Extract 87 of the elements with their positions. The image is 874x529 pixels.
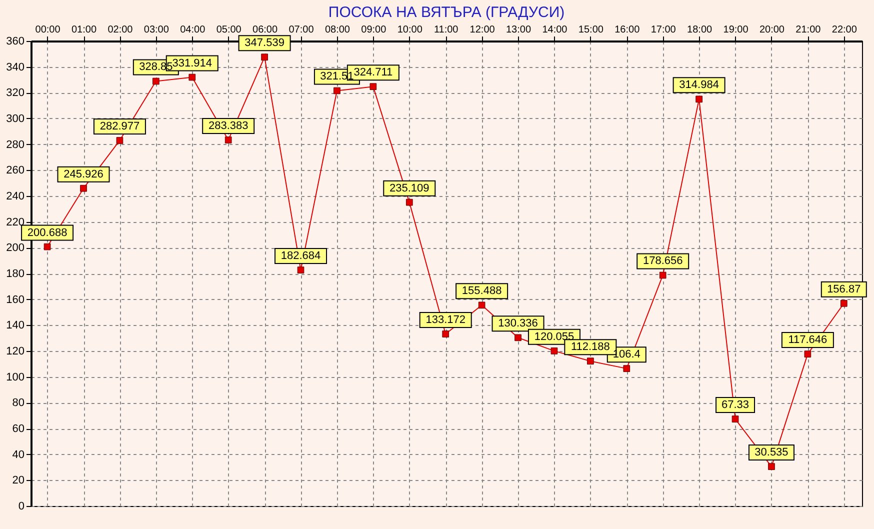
point: [44, 243, 51, 250]
data-label: 30.535: [754, 446, 788, 459]
x-tick-label: 14:00: [542, 24, 568, 36]
point: [297, 266, 304, 274]
x-tick-label: 16:00: [614, 24, 640, 36]
y-tick-label: 60: [12, 423, 24, 435]
data-label: 283.383: [208, 120, 248, 132]
point: [478, 302, 486, 309]
x-tick-label: 20:00: [759, 24, 785, 36]
data-label: 182.684: [280, 250, 321, 262]
data-label: 178.656: [642, 255, 683, 268]
point: [334, 87, 340, 94]
y-tick-label: 300: [6, 113, 24, 125]
x-tick-label: 09:00: [361, 24, 387, 36]
y-tick-label: 180: [6, 268, 24, 280]
point: [80, 184, 87, 192]
x-tick-label: 00:00: [35, 24, 61, 36]
x-tick-label: 13:00: [506, 24, 532, 36]
point: [587, 358, 594, 365]
point: [659, 272, 666, 279]
point: [696, 96, 702, 103]
y-tick-label: 140: [6, 320, 24, 332]
point: [188, 74, 196, 81]
point: [623, 365, 630, 372]
data-label: 130.336: [498, 318, 538, 330]
y-tick-label: 280: [6, 138, 24, 151]
point: [840, 300, 848, 307]
y-tick-label: 40: [12, 448, 24, 461]
data-label: 112.188: [570, 341, 610, 354]
data-label: 331.914: [172, 57, 212, 70]
y-tick-label: 80: [12, 397, 24, 410]
x-tick-label: 18:00: [687, 24, 713, 36]
point: [152, 78, 160, 85]
data-label: 282.977: [100, 120, 140, 132]
y-tick-label: 0: [18, 500, 24, 512]
data-label: 235.109: [390, 182, 430, 194]
x-tick-label: 21:00: [796, 24, 822, 36]
x-tick-label: 12:00: [470, 24, 496, 36]
x-tick-label: 15:00: [578, 24, 604, 36]
x-tick-label: 11:00: [434, 24, 459, 36]
point: [224, 136, 232, 144]
point: [550, 348, 558, 354]
y-tick-label: 160: [6, 294, 24, 306]
x-tick-label: 07:00: [288, 24, 314, 36]
x-tick-label: 08:00: [324, 24, 350, 36]
data-label: 156.87: [827, 283, 861, 296]
y-tick-label: 320: [6, 87, 24, 100]
point: [768, 463, 775, 470]
y-tick-label: 200: [6, 242, 24, 254]
point: [370, 83, 377, 90]
point: [261, 54, 268, 61]
data-label: 67.33: [722, 399, 750, 412]
y-tick-label: 340: [6, 61, 24, 74]
y-tick-label: 120: [6, 346, 24, 358]
x-tick-label: 22:00: [832, 24, 858, 36]
point: [514, 334, 522, 342]
data-label: 120.055: [534, 330, 574, 343]
data-label: 347.539: [244, 37, 284, 50]
point: [804, 350, 812, 358]
data-label: 314.984: [679, 79, 719, 92]
y-tick-label: 240: [6, 190, 24, 202]
x-tick-label: 17:00: [650, 24, 676, 36]
x-tick-label: 05:00: [216, 24, 242, 36]
data-label: 245.926: [64, 168, 104, 180]
y-tick-label: 360: [6, 36, 24, 48]
data-label: 155.488: [462, 285, 502, 298]
data-label: 117.646: [788, 334, 828, 346]
y-tick-label: 220: [6, 216, 24, 228]
y-tick-label: 20: [12, 474, 24, 487]
point: [732, 416, 739, 422]
data-label: 200.688: [27, 226, 68, 239]
x-tick-label: 01:00: [71, 24, 97, 36]
x-tick-label: 03:00: [144, 24, 170, 36]
chart-title: ПОСОКА НА ВЯТЪРА (ГРАДУСИ): [328, 4, 565, 21]
x-tick-label: 02:00: [108, 24, 134, 36]
y-tick-label: 260: [6, 164, 24, 177]
point: [442, 330, 450, 338]
y-tick-label: 100: [6, 371, 24, 384]
x-tick-label: 10:00: [397, 24, 423, 36]
point: [406, 198, 413, 206]
data-label: 324.711: [354, 66, 393, 79]
x-tick-label: 19:00: [723, 24, 749, 36]
data-label: 106.4: [612, 348, 640, 361]
data-label: 133.172: [426, 314, 466, 326]
x-tick-label: 04:00: [180, 24, 206, 36]
x-tick-label: 06:00: [252, 24, 278, 36]
point: [116, 137, 124, 144]
